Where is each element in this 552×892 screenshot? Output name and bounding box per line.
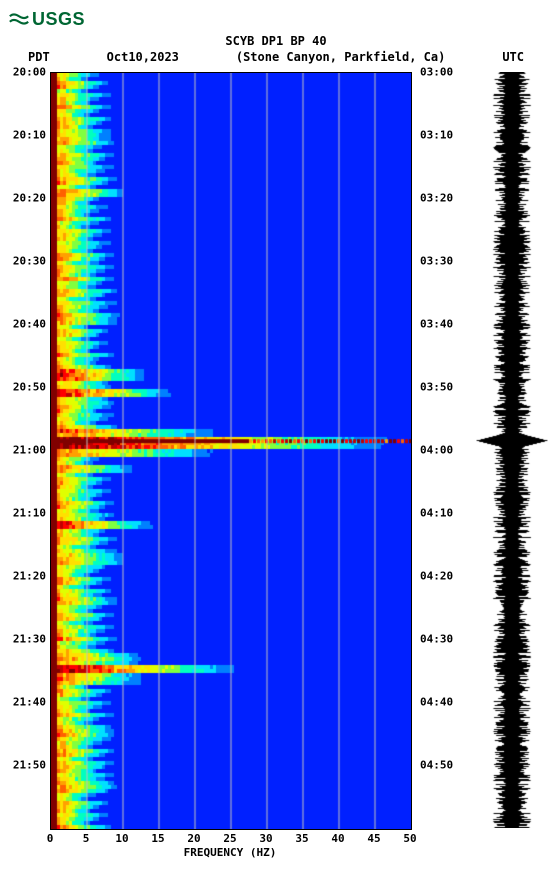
x-tick: 45 (367, 832, 380, 845)
y-tick-right: 03:20 (420, 191, 453, 204)
y-tick-left: 21:10 (13, 506, 46, 519)
x-tick: 10 (115, 832, 128, 845)
y-tick-right: 04:00 (420, 443, 453, 456)
station-title: SCYB DP1 BP 40 (8, 34, 544, 50)
header-row: PDT Oct10,2023 (Stone Canyon, Parkfield,… (8, 50, 544, 64)
y-tick-left: 20:30 (13, 254, 46, 267)
chart-area: 20:0020:1020:2020:3020:4020:5021:0021:10… (8, 72, 544, 852)
y-tick-left: 20:20 (13, 191, 46, 204)
y-tick-left: 21:50 (13, 758, 46, 771)
x-axis-label: FREQUENCY (HZ) (50, 846, 410, 859)
x-tick: 40 (331, 832, 344, 845)
y-tick-left: 21:40 (13, 695, 46, 708)
x-tick: 0 (47, 832, 54, 845)
header-date: Oct10,2023 (107, 50, 179, 64)
y-tick-left: 20:40 (13, 317, 46, 330)
usgs-logo: USGS (8, 8, 544, 30)
wave-icon (8, 8, 30, 30)
tz-left: PDT (28, 50, 50, 64)
y-tick-left: 20:10 (13, 128, 46, 141)
y-tick-right: 03:40 (420, 317, 453, 330)
y-axis-right: 03:0003:1003:2003:3003:4003:5004:0004:10… (416, 72, 460, 828)
y-tick-left: 21:20 (13, 569, 46, 582)
logo-text: USGS (32, 9, 85, 30)
y-tick-right: 03:00 (420, 65, 453, 78)
tz-right: UTC (502, 50, 524, 64)
y-tick-left: 21:30 (13, 632, 46, 645)
y-tick-right: 03:30 (420, 254, 453, 267)
y-tick-right: 04:50 (420, 758, 453, 771)
x-tick: 35 (295, 832, 308, 845)
y-tick-right: 03:50 (420, 380, 453, 393)
x-tick: 50 (403, 832, 416, 845)
y-tick-left: 21:00 (13, 443, 46, 456)
y-tick-right: 04:30 (420, 632, 453, 645)
x-tick: 5 (83, 832, 90, 845)
y-tick-left: 20:50 (13, 380, 46, 393)
y-tick-right: 04:20 (420, 569, 453, 582)
spectrogram (50, 72, 412, 830)
header-location: (Stone Canyon, Parkfield, Ca) (236, 50, 446, 64)
x-tick: 15 (151, 832, 164, 845)
x-tick: 20 (187, 832, 200, 845)
x-tick: 30 (259, 832, 272, 845)
chart-title: SCYB DP1 BP 40 (8, 34, 544, 50)
y-tick-right: 04:10 (420, 506, 453, 519)
x-axis: FREQUENCY (HZ) 05101520253035404550 (50, 832, 410, 862)
x-tick: 25 (223, 832, 236, 845)
y-tick-right: 04:40 (420, 695, 453, 708)
y-axis-left: 20:0020:1020:2020:3020:4020:5021:0021:10… (8, 72, 48, 828)
y-tick-right: 03:10 (420, 128, 453, 141)
y-tick-left: 20:00 (13, 65, 46, 78)
waveform (476, 72, 548, 828)
